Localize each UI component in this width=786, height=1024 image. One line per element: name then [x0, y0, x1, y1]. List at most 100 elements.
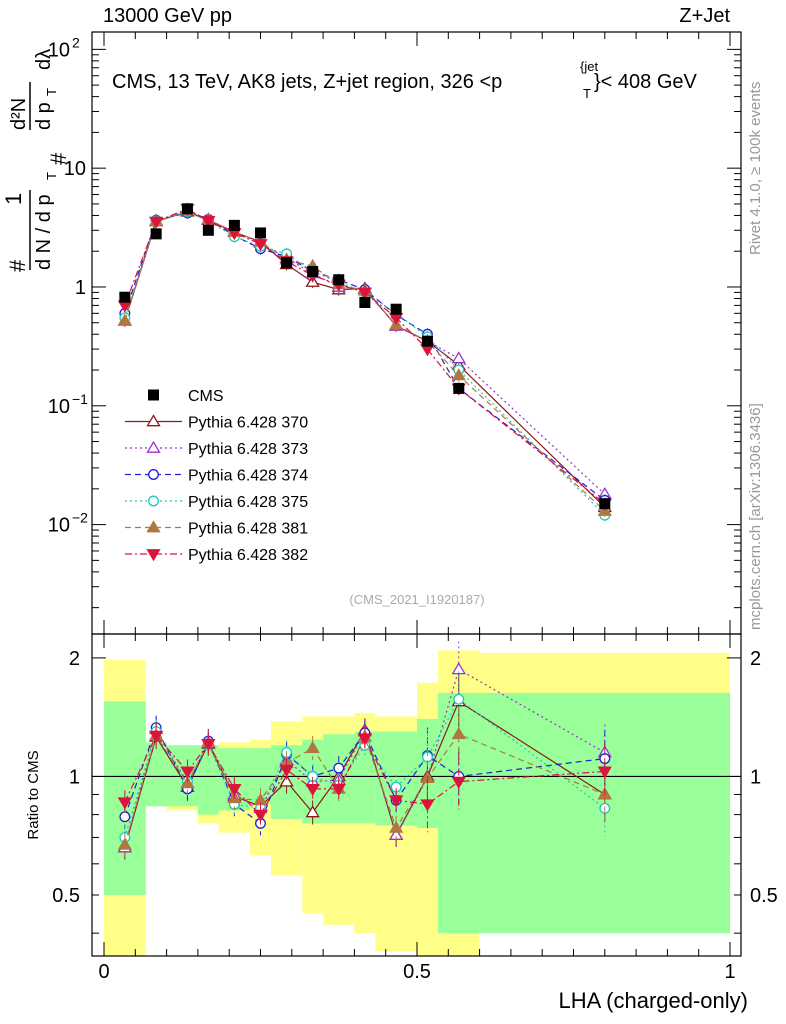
main-series-line [124, 209, 606, 512]
cms-data-point [119, 291, 131, 303]
cms-data-point [150, 228, 162, 240]
ylabel-numerator: d²N [8, 98, 30, 130]
ratio-point [453, 693, 465, 705]
ratio-point [389, 820, 404, 833]
main-point [357, 287, 372, 300]
plot-title-sub: T [583, 86, 591, 101]
cms-data-point [421, 335, 433, 347]
legend-marker [146, 520, 161, 533]
legend-marker [146, 414, 161, 427]
ratio-point [389, 795, 404, 808]
main-frame [91, 31, 742, 635]
ratio-point [331, 784, 346, 797]
ratio-axes: 0.5 0.5 1 1 2 2 0 0.5 1 [52, 633, 778, 983]
legend-label: Pythia 6.428 373 [188, 441, 308, 458]
legend-label: Pythia 6.428 382 [188, 547, 308, 564]
main-y-tick-exponent: 2 [72, 34, 80, 50]
ratio-y-tick-label: 1 [69, 766, 80, 788]
legend-marker [146, 440, 161, 453]
main-y-tick-exponent: −1 [72, 391, 88, 407]
ratio-y-label: Ratio to CMS [25, 750, 42, 839]
legend-cms-label: CMS [188, 388, 224, 405]
main-series-line [124, 211, 606, 516]
plot-title-sup: {jet [580, 59, 598, 74]
band-inner-bin [197, 745, 219, 815]
ratio-point [597, 766, 612, 779]
ratio-series-line [124, 733, 606, 846]
legend-label: Pythia 6.428 370 [188, 415, 308, 432]
legend-marker [146, 549, 161, 562]
x-tick-label: 0 [98, 961, 109, 983]
legend-marker [148, 495, 159, 507]
ratio-point [119, 811, 131, 823]
plot-title-suffix: }< 408 GeV [594, 71, 698, 93]
main-series [117, 202, 612, 522]
main-y-label: # 1 d N / d p T # d²N d p T dλ [1, 49, 71, 272]
cms-data-point [228, 219, 240, 231]
plot-title: CMS, 13 TeV, AK8 jets, Z+jet region, 326… [112, 71, 502, 93]
main-y-tick-label: 10 [48, 396, 70, 418]
ratio-point [253, 809, 268, 822]
ratio-point [227, 784, 242, 797]
ratio-point [180, 776, 195, 789]
ratio-point [279, 764, 294, 778]
cms-data-point [333, 274, 345, 286]
ratio-series [117, 641, 612, 860]
ylabel-one: 1 [1, 193, 26, 205]
cms-data-point [390, 303, 402, 315]
rivet-label: Rivet 4.1.0, ≥ 100k events [747, 82, 764, 255]
main-point [451, 368, 466, 381]
legend-label: Pythia 6.428 374 [188, 468, 308, 485]
ratio-point [451, 776, 466, 789]
main-y-tick-label: 10 [48, 39, 70, 61]
ratio-uncertainty-bands [104, 650, 730, 956]
ratio-point [305, 784, 320, 797]
main-y-tick-label: 10 [64, 158, 86, 180]
ratio-point [451, 662, 466, 675]
mcplots-label: mcplots.cern.ch [arXiv:1306.3436] [747, 403, 764, 630]
cms-data-point [202, 224, 214, 236]
main-y-tick-exponent: −2 [72, 510, 88, 526]
ratio-series-line [124, 668, 606, 848]
ylabel-numerator-sub: T [44, 88, 59, 96]
ratio-point [180, 766, 195, 779]
ratio-point [305, 740, 320, 753]
ratio-point [333, 762, 345, 774]
ratio-point [117, 837, 132, 850]
x-tick-label: 1 [724, 961, 735, 983]
main-y-tick-label: 10 [48, 515, 70, 537]
ratio-series-line [124, 698, 606, 838]
ylabel-hash1: # [5, 259, 30, 272]
ylabel-dlambda: dλ [33, 49, 55, 70]
main-point [451, 351, 466, 364]
main-point [149, 216, 164, 229]
cms-data-point [281, 257, 293, 269]
cms-data-point [255, 227, 266, 239]
ylabel-denominator-sub: T [44, 172, 59, 180]
legend-marker [148, 469, 159, 480]
ratio-y-tick-label-right: 1 [750, 766, 761, 788]
ratio-point [357, 733, 372, 746]
cms-data-point [181, 203, 193, 215]
cms-data-point [307, 265, 319, 277]
main-point [117, 313, 132, 326]
main-point [201, 216, 216, 229]
ratio-y-tick-label-right: 0.5 [750, 885, 778, 907]
cms-data-point [359, 297, 371, 309]
legend: CMS Pythia 6.428 370 Pythia 6.428 373 Pythi… [125, 388, 308, 564]
ratio-y-tick-label: 0.5 [52, 885, 80, 907]
x-axis-label: LHA (charged-only) [558, 988, 748, 1013]
header-process: Z+Jet [679, 5, 730, 27]
analysis-id: (CMS_2021_I1920187) [349, 592, 484, 607]
ratio-y-tick-label-right: 2 [750, 648, 761, 670]
ratio-point [149, 730, 164, 743]
ratio-point [305, 805, 320, 818]
band-inner-bin [354, 731, 376, 824]
ratio-point [451, 726, 466, 740]
legend-label: Pythia 6.428 375 [188, 494, 308, 511]
band-inner-bin [145, 742, 167, 807]
legend-label: Pythia 6.428 381 [188, 521, 308, 538]
main-point [253, 239, 268, 252]
